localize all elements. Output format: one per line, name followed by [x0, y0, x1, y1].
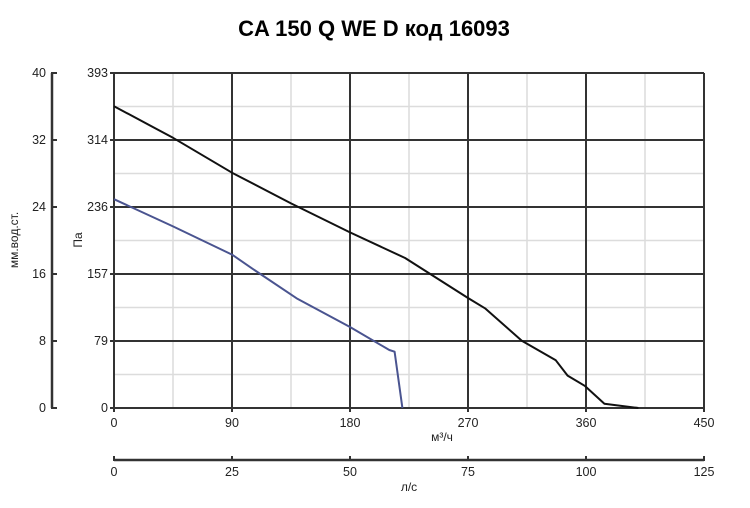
x-tick-label: 450	[694, 416, 715, 430]
chart-title: CA 150 Q WE D код 16093	[238, 16, 510, 41]
series-line-blue	[113, 198, 404, 409]
y-tick-label: 393	[87, 66, 108, 80]
secondary-y-tick-label: 24	[32, 200, 46, 214]
secondary-y-tick-label: 40	[32, 66, 46, 80]
x-tick-label: 360	[576, 416, 597, 430]
series-group	[113, 105, 639, 409]
secondary-x-tick-label: 50	[343, 465, 357, 479]
x-tick-label: 180	[340, 416, 361, 430]
y-axis-label: Па	[71, 232, 85, 248]
y-tick-label: 0	[101, 401, 108, 415]
y-tick-label: 314	[87, 133, 108, 147]
secondary-x-tick-label: 125	[694, 465, 715, 479]
secondary-x-tick-label: 100	[576, 465, 597, 479]
secondary-y-tick-label: 32	[32, 133, 46, 147]
x-tick-label: 0	[111, 416, 118, 430]
secondary-x-tick-label: 0	[111, 465, 118, 479]
grid	[110, 72, 705, 412]
secondary-y-axis-label: мм.вод.ст.	[7, 212, 21, 268]
secondary-y-tick-label: 8	[39, 334, 46, 348]
x-axis-label: м³/ч	[431, 430, 453, 444]
secondary-x-tick-label: 25	[225, 465, 239, 479]
y-tick-label: 79	[94, 334, 108, 348]
axes: 0 90 180 270 360 450 0 79 157 236 314 393 0 8 16 24 32 40…	[32, 66, 714, 479]
secondary-x-axis-label: л/с	[401, 480, 417, 494]
y-tick-label: 236	[87, 200, 108, 214]
series-line-black	[113, 105, 639, 409]
y-tick-label: 157	[87, 267, 108, 281]
secondary-y-tick-label: 0	[39, 401, 46, 415]
x-tick-label: 270	[458, 416, 479, 430]
secondary-y-tick-label: 16	[32, 267, 46, 281]
x-tick-label: 90	[225, 416, 239, 430]
secondary-x-tick-label: 75	[461, 465, 475, 479]
